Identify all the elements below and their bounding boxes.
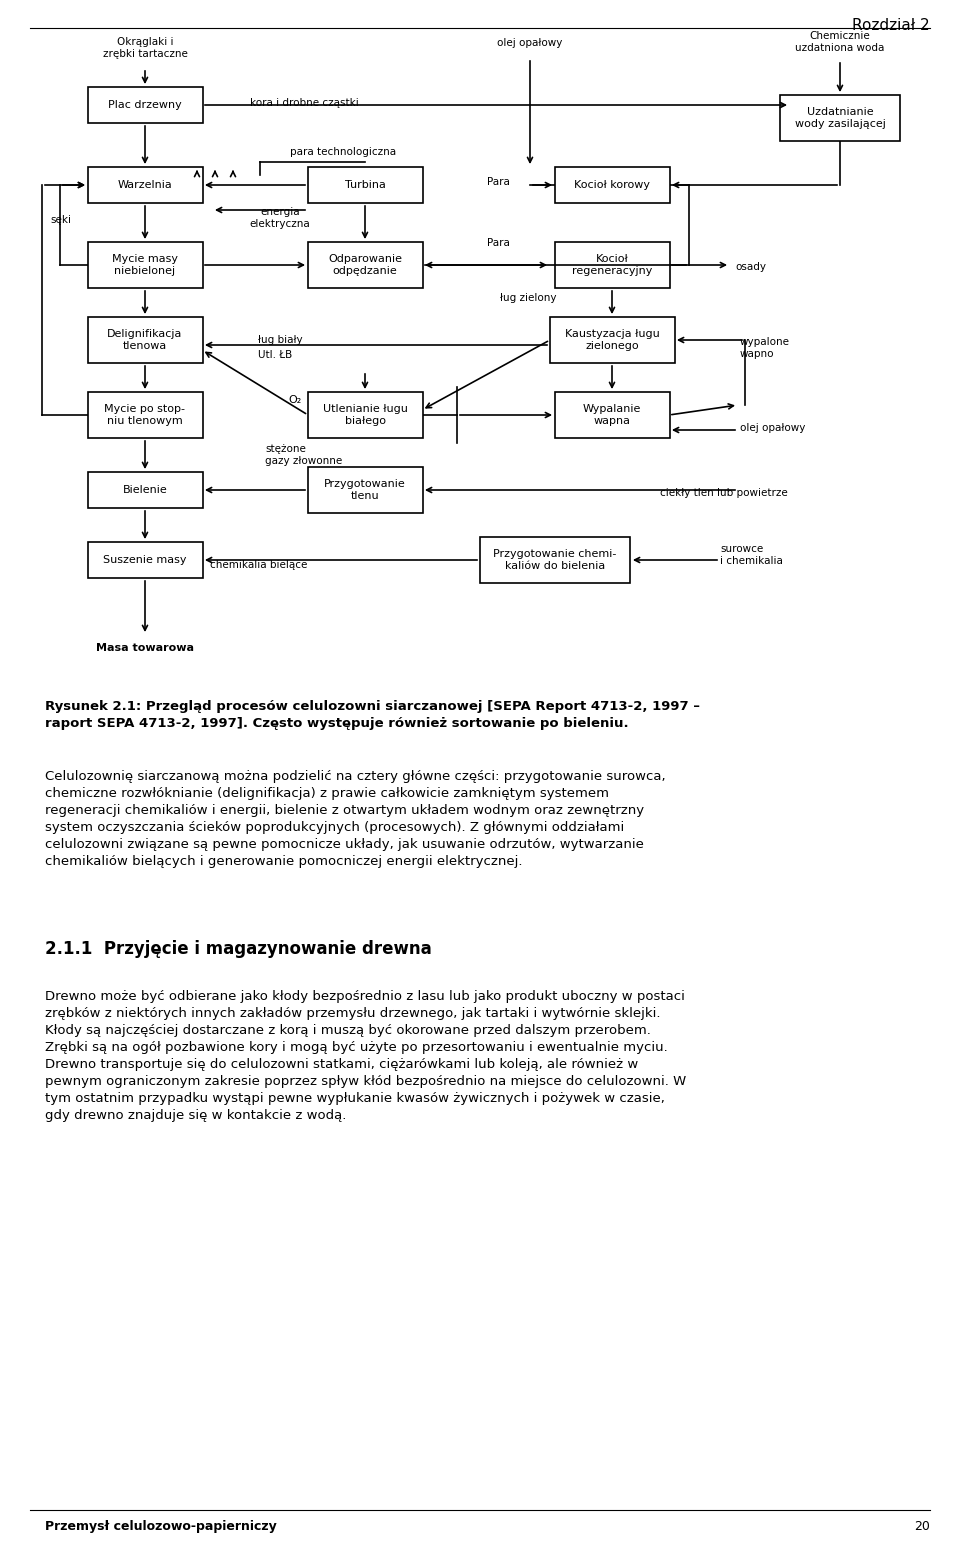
Text: Utl. ŁB: Utl. ŁB xyxy=(258,351,292,360)
Text: Przygotowanie chemi-
kaliów do bielenia: Przygotowanie chemi- kaliów do bielenia xyxy=(493,548,616,570)
Text: para technologiczna: para technologiczna xyxy=(290,147,396,158)
Text: Przemysł celulozowo-papierniczy: Przemysł celulozowo-papierniczy xyxy=(45,1520,276,1533)
Text: osady: osady xyxy=(735,263,766,272)
Text: Para: Para xyxy=(487,238,510,249)
Text: Celulozownię siarczanową można podzielić na cztery główne części: przygotowanie : Celulozownię siarczanową można podzielić… xyxy=(45,769,665,868)
Bar xyxy=(480,538,630,582)
Text: Masa towarowa: Masa towarowa xyxy=(96,643,194,654)
Bar xyxy=(87,392,203,437)
Bar xyxy=(87,167,203,202)
Text: Para: Para xyxy=(487,178,510,187)
Text: Utlenianie ługu
białego: Utlenianie ługu białego xyxy=(323,405,407,426)
Bar xyxy=(87,317,203,363)
Text: Bielenie: Bielenie xyxy=(123,485,167,494)
Bar xyxy=(549,317,675,363)
Text: 2.1.1  Przyjęcie i magazynowanie drewna: 2.1.1 Przyjęcie i magazynowanie drewna xyxy=(45,939,432,958)
Text: ług biały: ług biały xyxy=(258,335,302,345)
Text: Rozdział 2: Rozdział 2 xyxy=(852,19,930,32)
Text: sęki: sęki xyxy=(50,215,71,226)
Bar xyxy=(307,243,422,287)
Text: Rysunek 2.1: Przegląd procesów celulozowni siarczanowej [SEPA Report 4713-2, 199: Rysunek 2.1: Przegląd procesów celulozow… xyxy=(45,700,700,729)
Text: Turbina: Turbina xyxy=(345,181,385,190)
Bar xyxy=(87,473,203,508)
Text: chemikalia bielące: chemikalia bielące xyxy=(210,559,307,570)
Text: Odparowanie
odpędzanie: Odparowanie odpędzanie xyxy=(328,255,402,277)
Bar xyxy=(307,392,422,437)
Bar xyxy=(555,243,669,287)
Text: stężone
gazy złowonne: stężone gazy złowonne xyxy=(265,445,343,465)
Text: olej opałowy: olej opałowy xyxy=(497,39,563,48)
Bar xyxy=(307,467,422,513)
Text: Wypalanie
wapna: Wypalanie wapna xyxy=(583,405,641,426)
Text: Okrąglaki i
zrębki tartaczne: Okrąglaki i zrębki tartaczne xyxy=(103,37,187,59)
Text: Uzdatnianie
wody zasilającej: Uzdatnianie wody zasilającej xyxy=(795,107,885,128)
Bar xyxy=(555,392,669,437)
Text: Przygotowanie
tlenu: Przygotowanie tlenu xyxy=(324,479,406,501)
Bar xyxy=(780,94,900,141)
Text: Kocioł
regeneracyjny: Kocioł regeneracyjny xyxy=(572,255,652,277)
Bar xyxy=(87,87,203,124)
Text: wypalone
wapno: wypalone wapno xyxy=(740,337,790,358)
Text: Chemicznie
uzdatniona woda: Chemicznie uzdatniona woda xyxy=(795,31,885,53)
Bar xyxy=(307,167,422,202)
Text: Delignifikacja
tlenowa: Delignifikacja tlenowa xyxy=(108,329,182,351)
Text: ciekły tlen lub powietrze: ciekły tlen lub powietrze xyxy=(660,488,788,497)
Text: Kocioł korowy: Kocioł korowy xyxy=(574,181,650,190)
Text: olej opałowy: olej opałowy xyxy=(740,423,805,433)
Text: Kaustyzacja ługu
zielonego: Kaustyzacja ługu zielonego xyxy=(564,329,660,351)
Text: surowce
i chemikalia: surowce i chemikalia xyxy=(720,544,782,565)
Bar xyxy=(555,167,669,202)
Text: kora i drobne cząstki: kora i drobne cząstki xyxy=(250,97,359,108)
Bar xyxy=(87,243,203,287)
Text: Mycie po stop-
niu tlenowym: Mycie po stop- niu tlenowym xyxy=(105,405,185,426)
Text: energia
elektryczna: energia elektryczna xyxy=(250,207,310,229)
Text: Mycie masy
niebielonej: Mycie masy niebielonej xyxy=(112,255,178,277)
Text: O₂: O₂ xyxy=(288,396,301,405)
Text: Drewno może być odbierane jako kłody bezpośrednio z lasu lub jako produkt uboczn: Drewno może być odbierane jako kłody bez… xyxy=(45,990,686,1122)
Text: 20: 20 xyxy=(914,1520,930,1533)
Text: Suszenie masy: Suszenie masy xyxy=(104,555,187,565)
Text: ług zielony: ług zielony xyxy=(500,294,557,303)
Text: Plac drzewny: Plac drzewny xyxy=(108,100,181,110)
Bar xyxy=(87,542,203,578)
Text: Warzelnia: Warzelnia xyxy=(118,181,173,190)
